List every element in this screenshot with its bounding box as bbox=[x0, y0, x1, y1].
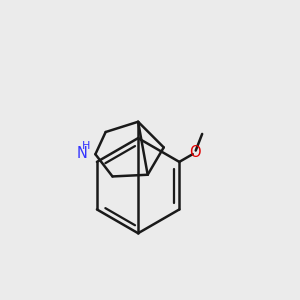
Text: H: H bbox=[82, 141, 90, 151]
Text: N: N bbox=[76, 146, 87, 161]
Text: O: O bbox=[189, 145, 201, 160]
